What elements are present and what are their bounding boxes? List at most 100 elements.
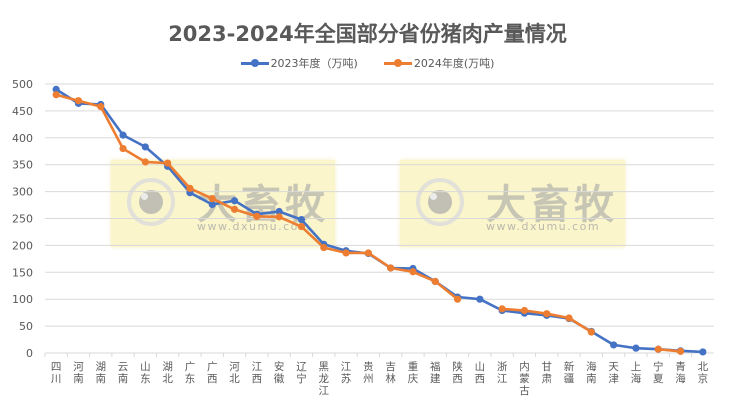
series-line	[658, 347, 681, 353]
x-tick-label: 内蒙古	[519, 360, 530, 397]
data-point-marker[interactable]	[52, 85, 60, 93]
data-point-marker[interactable]	[699, 348, 707, 356]
data-point-marker[interactable]	[275, 207, 283, 216]
data-point-marker[interactable]	[230, 205, 239, 213]
x-tick-label: 北京	[698, 361, 709, 385]
watermark-eye-logo-icon	[127, 178, 175, 226]
x-tick-label: 上海	[631, 361, 642, 385]
watermark-url: www.dxumu.com	[197, 220, 312, 233]
y-tick-label: 50	[19, 320, 33, 333]
y-tick-label: 100	[12, 293, 33, 306]
x-tick-label: 新疆	[564, 360, 575, 385]
watermark-eye-logo-icon	[416, 178, 464, 226]
x-tick-label: 安徽	[274, 360, 285, 385]
x-tick-label: 贵州	[363, 360, 374, 385]
gridlines	[45, 83, 714, 354]
legend-line-marker-icon	[383, 58, 412, 68]
data-point-marker[interactable]	[676, 347, 685, 355]
data-point-marker[interactable]	[364, 249, 372, 257]
x-tick-label: 浙江	[497, 361, 508, 385]
data-point-marker[interactable]	[431, 277, 439, 286]
y-tick-label: 150	[12, 266, 33, 279]
y-tick-label: 250	[12, 213, 33, 226]
x-tick-label: 河南	[73, 361, 84, 385]
chart-legend: 2023年度（万吨) 2024年度(万吨)	[0, 55, 735, 71]
x-tick-label: 海南	[586, 360, 597, 385]
data-point-marker[interactable]	[632, 344, 640, 352]
data-point-marker[interactable]	[275, 213, 283, 221]
data-point-marker[interactable]	[476, 295, 484, 303]
x-tick-label: 湖南	[96, 361, 107, 385]
data-point-marker[interactable]	[119, 131, 127, 139]
data-point-marker[interactable]	[565, 314, 573, 322]
watermark-url: www.dxumu.com	[486, 220, 601, 233]
x-tick-label: 江西	[252, 361, 263, 385]
x-tick-label: 重庆	[408, 360, 419, 385]
data-point-marker[interactable]	[498, 305, 506, 313]
data-point-marker[interactable]	[186, 184, 194, 192]
series-line	[55, 88, 703, 354]
data-point-marker[interactable]	[297, 222, 306, 231]
legend-item-2024[interactable]: 2024年度(万吨)	[383, 55, 495, 71]
x-tick-label: 云南	[118, 361, 129, 385]
chart-title: 2023-2024年全国部分省份猪肉产量情况	[168, 22, 567, 46]
watermark-right: 大畜牧 www.dxumu.com	[400, 160, 625, 247]
series-2023	[52, 85, 707, 356]
data-point-marker[interactable]	[654, 345, 662, 353]
y-tick-label: 200	[12, 239, 33, 252]
legend-label-2024: 2024年度(万吨)	[413, 57, 495, 70]
y-tick-label: 0	[26, 347, 33, 360]
y-tick-label: 300	[12, 186, 33, 199]
y-tick-label: 450	[12, 105, 33, 118]
y-axis: 0 50 100 150 200 250 300 350 400 450 500	[12, 78, 33, 360]
data-point-marker[interactable]	[208, 194, 216, 203]
data-point-marker[interactable]	[453, 295, 462, 303]
series-2024	[52, 91, 685, 355]
y-tick-label: 400	[12, 132, 33, 145]
data-point-marker[interactable]	[164, 159, 172, 167]
x-tick-label: 山东	[140, 361, 151, 385]
data-point-marker[interactable]	[74, 97, 83, 105]
legend-label-2023: 2023年度（万吨)	[270, 57, 358, 70]
x-tick-label: 吉林	[385, 361, 396, 385]
x-tick-label: 广东	[185, 361, 196, 385]
data-point-marker[interactable]	[119, 144, 127, 153]
x-tick-label: 陕西	[452, 360, 463, 385]
data-point-marker[interactable]	[52, 91, 60, 99]
x-tick-label: 四川	[51, 361, 62, 385]
watermark-brand: 大畜牧	[486, 182, 618, 228]
data-point-marker[interactable]	[208, 200, 216, 209]
data-point-marker[interactable]	[97, 102, 105, 111]
data-point-marker[interactable]	[297, 215, 306, 224]
x-tick-label: 湖北	[162, 361, 173, 385]
x-tick-label: 黑龙江	[319, 361, 330, 397]
x-tick-label: 青海	[675, 360, 686, 385]
data-point-marker[interactable]	[342, 249, 350, 257]
data-point-marker[interactable]	[587, 328, 595, 336]
series-lines	[52, 85, 707, 356]
x-tick-label: 辽宁	[296, 361, 307, 385]
data-point-marker[interactable]	[610, 341, 618, 349]
data-point-marker[interactable]	[520, 306, 529, 315]
data-point-marker[interactable]	[409, 268, 417, 276]
data-point-marker[interactable]	[141, 158, 149, 166]
x-tick-label: 甘肃	[542, 360, 553, 385]
data-point-marker[interactable]	[253, 212, 261, 220]
x-tick-label: 江苏	[341, 361, 352, 385]
y-tick-label: 350	[12, 159, 33, 172]
data-point-marker[interactable]	[230, 197, 239, 205]
x-tick-label: 山西	[475, 361, 486, 385]
x-tick-label: 福建	[430, 360, 441, 385]
x-tick-label: 广西	[207, 361, 218, 385]
x-tick-label: 宁夏	[653, 360, 664, 385]
data-point-marker[interactable]	[543, 310, 551, 318]
legend-item-2023[interactable]: 2023年度（万吨)	[240, 55, 358, 71]
x-tick-label: 河北	[229, 361, 240, 385]
y-tick-label: 500	[12, 78, 33, 91]
legend-line-marker-icon	[240, 58, 269, 68]
data-point-marker[interactable]	[141, 143, 149, 151]
data-point-marker[interactable]	[320, 243, 328, 252]
data-point-marker[interactable]	[387, 264, 395, 272]
